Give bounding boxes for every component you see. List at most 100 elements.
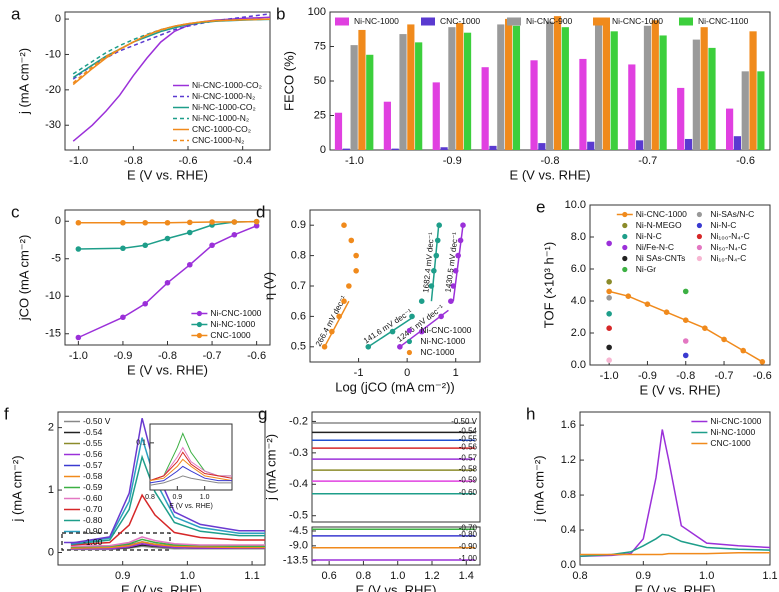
y-tick-label: -0.2 (289, 415, 308, 427)
panel-label: a (11, 4, 21, 23)
y-axis-label: j (mA cm⁻²) (16, 48, 31, 115)
series-line (70, 493, 265, 546)
data-point (606, 325, 612, 332)
data-point (231, 231, 238, 238)
y-axis-label: jCO (mA cm⁻²) (16, 235, 31, 322)
series-line (72, 18, 271, 86)
bar (628, 64, 636, 150)
y-tick-label: 50 (314, 75, 326, 87)
series-line (580, 552, 770, 556)
legend-label: Ni-CNC-1000 (710, 416, 761, 426)
y-tick-label: -0.4 (289, 478, 308, 490)
y-tick-label: 0.0 (561, 559, 576, 571)
y-tick-label: 0.9 (291, 219, 306, 231)
legend-label: Ni-Gr (636, 264, 656, 274)
y-axis-label: TOF (×10³ h⁻¹) (541, 242, 556, 328)
data-point (341, 222, 347, 228)
bar (708, 47, 716, 150)
legend-label: -0.54 (83, 427, 103, 437)
data-point (682, 338, 689, 344)
y-axis-label: η (V) (261, 272, 276, 300)
plot-frame (149, 423, 233, 491)
y-tick-label: -10 (45, 290, 61, 302)
bar (636, 140, 644, 150)
legend-label: Ni₁₀₀-N₄-C (710, 231, 749, 241)
bar (399, 34, 407, 150)
y-tick-label: 25 (314, 109, 326, 121)
bar (432, 82, 440, 150)
data-point (142, 242, 149, 249)
y-tick-label: -20 (45, 84, 61, 96)
data-point (606, 240, 612, 247)
data-point (164, 219, 171, 226)
plot-frame (64, 11, 271, 151)
legend-label: Ni-N-MEGO (636, 220, 682, 230)
x-tick-label: -1.0 (345, 155, 364, 167)
series-line (149, 475, 232, 486)
legend-swatch (335, 17, 349, 26)
legend-label: -0.70 (83, 504, 103, 514)
data-point (606, 288, 612, 295)
data-point (341, 298, 347, 305)
bar (749, 31, 757, 150)
legend-marker (696, 244, 703, 251)
y-tick-label: -4.5 (289, 525, 308, 537)
bar (366, 54, 374, 150)
data-point (606, 311, 612, 317)
series-line (149, 451, 233, 482)
y-tick-label: 0 (55, 13, 61, 25)
data-point (209, 242, 215, 249)
x-tick-label: 0.8 (572, 570, 587, 582)
x-axis-label: E (V vs. RHE) (127, 167, 208, 182)
legend-label: Ni SAs-CNTs (636, 253, 686, 263)
legend-marker (622, 233, 628, 240)
x-tick-label: 1.0 (390, 570, 405, 582)
legend-marker (406, 349, 412, 356)
y-tick-label: -15 (45, 328, 61, 340)
legend-swatch (507, 17, 521, 26)
bar (415, 42, 423, 150)
legend-marker (196, 332, 202, 339)
bar (440, 147, 448, 150)
data-point (348, 237, 355, 244)
legend-label: Ni-CNC-900 (526, 16, 573, 26)
legend-label: CNC-1000 (210, 330, 250, 340)
x-tick-label: 0 (404, 367, 410, 379)
data-point (186, 219, 193, 226)
bar (383, 101, 391, 150)
series-label: -0.58 (459, 464, 478, 473)
legend-label: CNC-1000-N₂ (192, 135, 244, 145)
series-line (72, 18, 271, 84)
legend-label: Ni-CNC-1000-CO₂ (192, 80, 262, 90)
x-tick-label: 1.1 (244, 570, 259, 582)
series-line (70, 541, 265, 549)
bar (463, 32, 472, 151)
legend-marker (622, 222, 628, 229)
bar (733, 136, 742, 150)
legend-label: -0.57 (83, 460, 103, 470)
bar (530, 60, 538, 150)
data-point (418, 298, 425, 305)
x-axis-label: Log (jCO (mA cm⁻²)) (335, 379, 455, 394)
x-tick-label: 1.2 (424, 570, 439, 582)
legend-label: Ni-NC-1000-N₂ (192, 113, 249, 123)
bar (651, 20, 659, 151)
panel-label: h (526, 404, 535, 423)
legend-label: Ni-CNC-1000 (612, 16, 663, 26)
y-tick-label: 75 (314, 40, 326, 52)
y-tick-label: 0.8 (291, 250, 306, 262)
data-point (142, 300, 149, 307)
x-tick-label: 0.8 (145, 494, 155, 501)
series-label: -0.56 (459, 442, 478, 451)
data-point (164, 279, 171, 286)
series-line (78, 220, 257, 224)
series-line (70, 543, 265, 550)
bar (684, 138, 693, 150)
y-tick-label: 0.1 (136, 440, 146, 447)
data-point (448, 298, 454, 305)
legend-marker (622, 211, 628, 218)
data-point (346, 283, 352, 289)
x-tick-label: -1.0 (600, 370, 619, 382)
x-tick-label: 0.9 (172, 494, 182, 501)
bar (553, 16, 562, 150)
